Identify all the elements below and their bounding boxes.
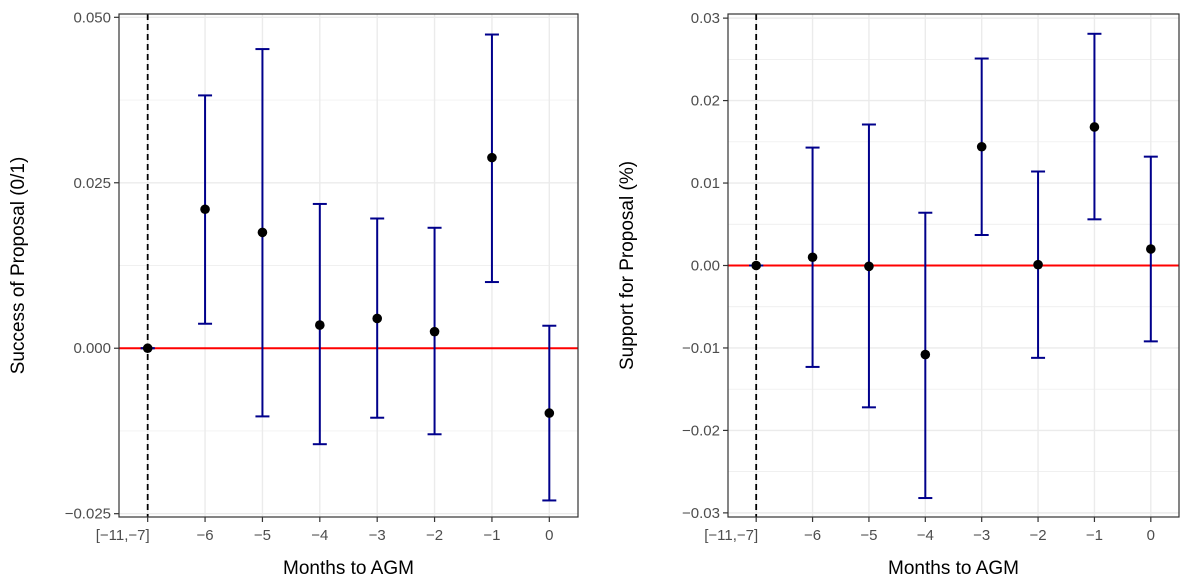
data-point	[1089, 122, 1100, 132]
y-tick-label: −0.01	[682, 340, 720, 357]
data-point	[142, 343, 153, 354]
x-tick-label: −5	[254, 527, 271, 544]
x-axis-title: Months to AGM	[888, 558, 1019, 579]
x-tick-label: −6	[804, 527, 821, 544]
x-tick-label: −5	[860, 527, 877, 544]
data-point	[544, 408, 555, 418]
x-tick-label: 0	[545, 527, 553, 544]
data-point	[487, 152, 497, 163]
data-point	[976, 141, 987, 152]
x-tick-label: −4	[311, 527, 328, 544]
y-tick-label: 0.00	[691, 258, 720, 275]
y-tick-label: 0.025	[73, 175, 111, 192]
data-point	[920, 349, 931, 360]
x-tick-label: −3	[973, 527, 990, 544]
panel-border	[118, 13, 579, 518]
data-point	[1146, 244, 1156, 254]
data-point	[429, 326, 440, 337]
x-tick-label: −2	[1030, 527, 1047, 544]
y-tick-label: 0.000	[73, 340, 111, 357]
y-axis-title: Support for Proposal (%)	[617, 161, 638, 370]
y-tick-label: 0.01	[691, 175, 720, 192]
chart-panel-1: −0.025 0.000 0.025 0.050 [−11,−7] −6 −5 −4 −3 −2 −…	[8, 9, 579, 579]
data-point	[257, 227, 268, 238]
y-tick-label: −0.03	[682, 505, 720, 522]
x-tick-label: −2	[426, 527, 443, 544]
data-point	[1033, 259, 1043, 270]
data-point	[315, 320, 325, 330]
x-tick-label: −6	[197, 527, 214, 544]
y-tick-label: −0.02	[682, 422, 720, 439]
data-point	[807, 252, 818, 263]
x-tick-label: −4	[917, 527, 934, 544]
y-axis-title: Success of Proposal (0/1)	[8, 157, 29, 375]
data-point	[200, 204, 210, 215]
y-tick-label: 0.050	[73, 9, 111, 26]
x-tick-label: −1	[1086, 527, 1103, 544]
data-point	[751, 260, 761, 271]
y-tick-label: −0.025	[65, 506, 111, 523]
x-tick-label: [−11,−7]	[96, 527, 150, 544]
y-tick-label: 0.02	[691, 93, 720, 110]
x-tick-label: [−11,−7]	[704, 527, 758, 544]
chart-panel-2: −0.03 −0.02 −0.01 0.00 0.01 0.02 0.03 [−11,−7] −…	[617, 10, 1180, 579]
data-point	[864, 261, 874, 272]
x-tick-label: −3	[369, 527, 386, 544]
y-tick-label: 0.03	[691, 10, 720, 27]
x-tick-label: 0	[1147, 527, 1155, 544]
data-point	[372, 313, 382, 324]
x-axis-title: Months to AGM	[283, 558, 414, 579]
x-tick-label: −1	[483, 527, 500, 544]
